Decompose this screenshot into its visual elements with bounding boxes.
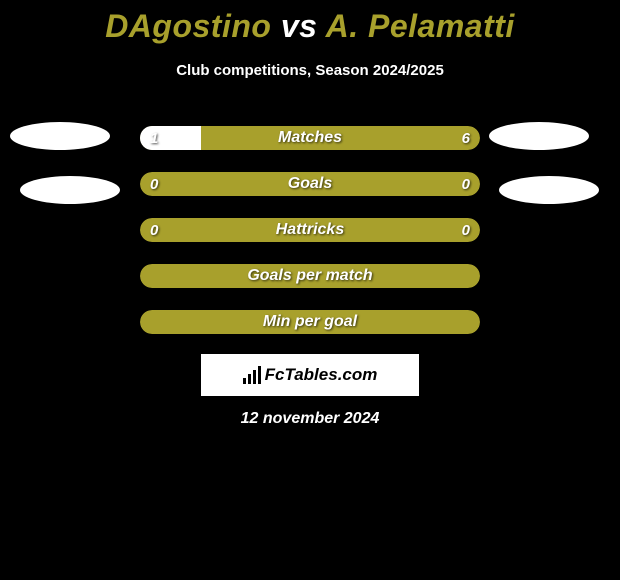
stat-left-value: 0 — [140, 172, 168, 196]
player1-avatar-bottom — [20, 176, 120, 204]
title-player1: DAgostino — [105, 8, 271, 44]
title-vs: vs — [271, 8, 325, 44]
stat-label: Min per goal — [140, 310, 480, 334]
comparison-title: DAgostino vs A. Pelamatti — [0, 8, 620, 45]
logo-text: FcTables.com — [265, 365, 378, 385]
generated-date: 12 november 2024 — [0, 410, 620, 428]
player1-avatar-top — [10, 122, 110, 150]
title-player2: A. Pelamatti — [326, 8, 515, 44]
stat-left-value: 1 — [140, 126, 168, 150]
stat-row-hattricks: Hattricks0 0 — [140, 218, 480, 242]
stat-right-value: 6 — [452, 126, 480, 150]
logo-inner: FcTables.com — [243, 365, 378, 385]
stat-left-value: 0 — [140, 218, 168, 242]
stat-row-matches: Matches1 6 — [140, 126, 480, 150]
fctables-logo: FcTables.com — [201, 354, 419, 396]
stat-label: Goals — [140, 172, 480, 196]
stat-row-goals: Goals0 0 — [140, 172, 480, 196]
stat-row-goals-per-match: Goals per match — [140, 264, 480, 288]
stat-label: Goals per match — [140, 264, 480, 288]
stat-row-min-per-goal: Min per goal — [140, 310, 480, 334]
stat-label: Hattricks — [140, 218, 480, 242]
stat-label: Matches — [140, 126, 480, 150]
comparison-subtitle: Club competitions, Season 2024/2025 — [0, 62, 620, 79]
logo-bars-icon — [243, 366, 261, 384]
player2-avatar-top — [489, 122, 589, 150]
player2-avatar-bottom — [499, 176, 599, 204]
stat-right-value: 0 — [452, 218, 480, 242]
stat-right-value: 0 — [452, 172, 480, 196]
